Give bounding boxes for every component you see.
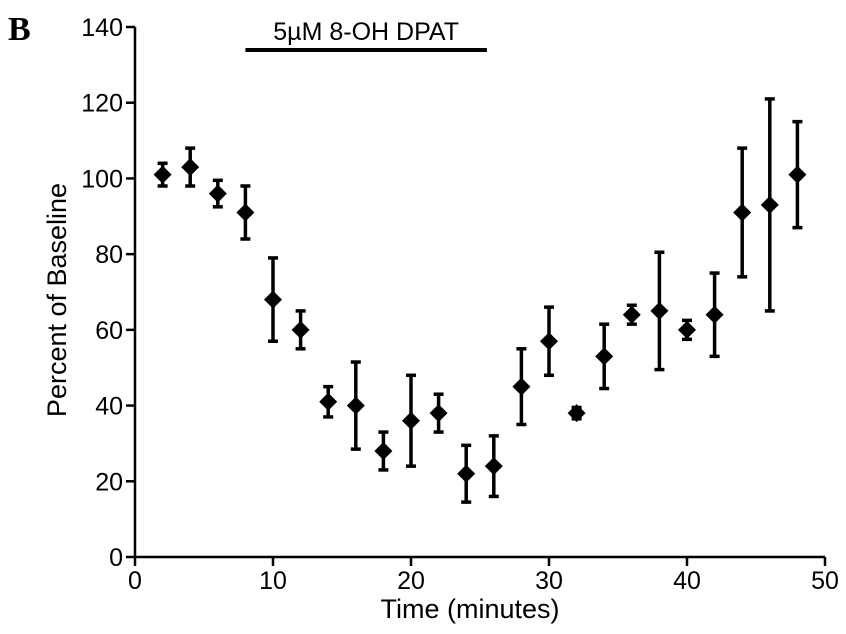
x-axis-label: Time (minutes) (380, 594, 559, 624)
data-point (650, 250, 669, 372)
data-point (346, 360, 365, 451)
x-tick-label: 50 (811, 567, 839, 595)
data-point (484, 434, 503, 499)
diamond-marker (760, 195, 779, 214)
diamond-marker (291, 320, 310, 339)
diamond-marker (429, 404, 448, 423)
x-tick-label: 0 (128, 567, 142, 595)
diamond-marker (512, 377, 531, 396)
data-point (429, 392, 448, 434)
data-point (457, 443, 476, 504)
x-tick-label: 40 (673, 567, 701, 595)
diamond-marker (595, 347, 614, 366)
data-point (153, 161, 172, 188)
diamond-marker (705, 305, 724, 324)
data-point (181, 146, 200, 188)
diamond-marker (567, 404, 586, 423)
diamond-marker (153, 165, 172, 184)
diamond-marker (181, 158, 200, 177)
y-ticks: 0 20 40 60 80 100 120 140 (81, 14, 135, 572)
data-point (705, 271, 724, 359)
diamond-marker (374, 442, 393, 460)
diamond-marker (678, 320, 696, 339)
diamond-marker (264, 290, 282, 309)
data-point (291, 309, 310, 351)
x-ticks: 0 10 20 30 40 50 (128, 557, 839, 595)
diamond-marker (650, 301, 669, 320)
diamond-marker (346, 396, 365, 415)
y-tick-label: 100 (81, 165, 123, 193)
diamond-marker (733, 203, 752, 222)
y-tick-label: 0 (109, 544, 123, 572)
data-point (208, 178, 227, 209)
data-point (595, 322, 614, 391)
y-tick-label: 60 (95, 317, 123, 345)
data-point (567, 404, 586, 423)
y-tick-label: 20 (95, 468, 123, 496)
data-point (236, 184, 255, 241)
diamond-marker (208, 184, 227, 203)
y-tick-label: 80 (95, 241, 123, 269)
diamond-marker (402, 411, 420, 430)
data-point (264, 256, 282, 343)
y-axis-label: Percent of Baseline (42, 183, 72, 417)
data-point (678, 318, 696, 342)
diamond-marker (319, 392, 338, 411)
diamond-marker (236, 203, 255, 222)
data-point (512, 347, 531, 427)
axes (133, 27, 825, 559)
data-point (760, 97, 779, 313)
diamond-marker (622, 305, 641, 324)
y-tick-label: 40 (95, 393, 123, 421)
diamond-marker (788, 165, 807, 184)
treatment-label: 5µM 8-OH DPAT (273, 18, 459, 46)
data-point (788, 119, 807, 230)
data-point (622, 303, 641, 326)
data-point (402, 373, 420, 468)
data-point (374, 430, 393, 472)
data-points (153, 97, 807, 504)
y-tick-label: 120 (81, 90, 123, 118)
x-tick-label: 30 (535, 567, 563, 595)
diamond-marker (484, 457, 503, 476)
data-point (319, 384, 338, 419)
diamond-marker (540, 332, 558, 351)
data-point (733, 146, 752, 279)
diamond-marker (457, 464, 476, 483)
x-tick-label: 20 (397, 567, 425, 595)
y-tick-label: 140 (81, 14, 123, 42)
data-point (540, 305, 558, 378)
x-tick-label: 10 (259, 567, 287, 595)
panel-label: B (8, 11, 31, 48)
